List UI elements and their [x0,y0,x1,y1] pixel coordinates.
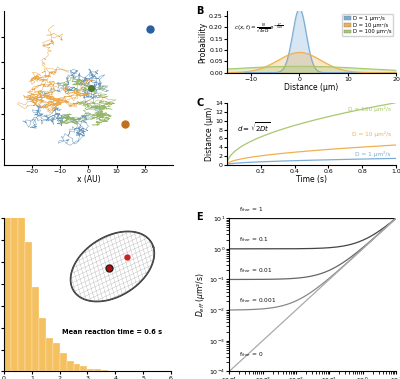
Text: Mean reaction time = 0.6 s: Mean reaction time = 0.6 s [62,329,162,335]
Text: $c(x,t) = \frac{N}{\sqrt{4\pi Dt}} e^{-\frac{x^2}{4Dt}}$: $c(x,t) = \frac{N}{\sqrt{4\pi Dt}} e^{-\… [234,22,283,36]
Bar [11,81,18,371]
Text: C: C [197,99,204,108]
Bar [46,338,53,371]
Bar [32,287,39,371]
Legend: D = 1 μm²/s, D = 10 μm²/s, D = 100 μm²/s: D = 1 μm²/s, D = 10 μm²/s, D = 100 μm²/s [342,14,393,36]
Text: $d = \sqrt{2Dt}$: $d = \sqrt{2Dt}$ [237,121,271,134]
Bar [101,370,108,371]
Bar [25,242,32,371]
X-axis label: Time (s): Time (s) [296,175,327,184]
Text: E: E [196,212,202,222]
Text: f$_{free}$ = 0.01: f$_{free}$ = 0.01 [239,266,273,275]
Bar [94,369,101,371]
Text: f$_{free}$ = 1: f$_{free}$ = 1 [239,205,263,214]
Text: B: B [197,6,204,16]
Bar [53,343,60,371]
Text: D = 10 μm²/s: D = 10 μm²/s [352,131,391,137]
Text: D = 100 μm²/s: D = 100 μm²/s [348,106,391,112]
Text: f$_{free}$ = 0.1: f$_{free}$ = 0.1 [239,235,269,244]
Bar [4,0,11,371]
Bar [39,318,46,371]
Text: f$_{free}$ = 0: f$_{free}$ = 0 [239,350,264,359]
Y-axis label: Distance (μm): Distance (μm) [205,107,214,161]
Bar [88,369,94,371]
Text: f$_{free}$ = 0.001: f$_{free}$ = 0.001 [239,296,276,305]
X-axis label: Distance (μm): Distance (μm) [284,83,339,92]
Y-axis label: $D_{eff}$ ($\mu$m²/s): $D_{eff}$ ($\mu$m²/s) [194,273,208,317]
Bar [74,363,80,371]
Bar [60,353,66,371]
Y-axis label: Probability: Probability [199,22,208,63]
X-axis label: x (AU): x (AU) [77,175,100,184]
Bar [18,172,25,371]
Bar [66,361,74,371]
Bar [80,366,88,371]
Text: D = 1 μm²/s: D = 1 μm²/s [356,151,391,157]
